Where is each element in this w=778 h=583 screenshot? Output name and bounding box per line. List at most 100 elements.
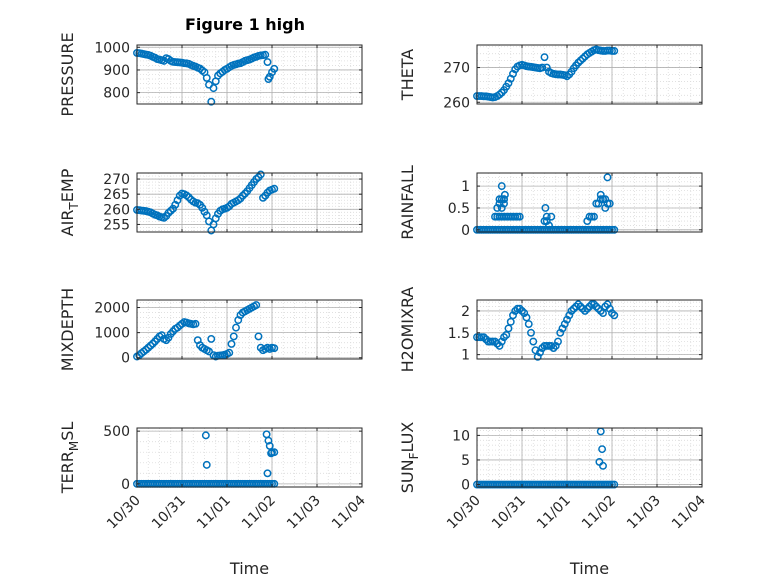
data-point (259, 193, 267, 202)
data-point (164, 208, 173, 217)
data-point (558, 324, 567, 333)
data-point (596, 306, 605, 315)
data-point (201, 431, 210, 440)
data-point (542, 217, 551, 226)
figure-title: Figure 1 high (185, 15, 305, 34)
data-point (605, 304, 614, 313)
data-point (227, 339, 236, 348)
x-tick-label: 11/02 (239, 493, 279, 533)
data-point (173, 323, 182, 332)
data-point (263, 58, 272, 66)
data-point (598, 445, 607, 454)
data-point (191, 319, 200, 328)
y-tick-label: 260 (103, 202, 130, 218)
y-axis-label: H2OMIXRA (398, 287, 417, 373)
subplot-rainfall: 0 0.5 1 RAINFALL (398, 165, 703, 240)
y-tick-label: 0 (121, 351, 130, 367)
x-axis-label: Time (229, 559, 269, 578)
data-point (270, 184, 279, 193)
data-point (497, 337, 506, 346)
data-point (547, 341, 556, 350)
x-tick-label: 10/31 (489, 493, 529, 533)
data-point (565, 311, 574, 320)
y-tick-label: 5 (461, 453, 470, 469)
data-point (538, 63, 547, 72)
data-point (214, 71, 222, 80)
data-point (497, 182, 506, 191)
y-tick-label: 1.5 (448, 326, 470, 342)
data-point (581, 306, 589, 315)
data-point (500, 190, 509, 199)
x-tick-label: 11/03 (624, 493, 664, 533)
data-point (144, 343, 153, 352)
data-point (599, 195, 607, 204)
data-point (567, 306, 576, 315)
data-point (594, 199, 603, 208)
data-point (515, 304, 524, 313)
x-tick-label: 10/31 (149, 493, 189, 533)
data-point (209, 84, 218, 93)
data-point (205, 347, 213, 356)
y-tick-label: 270 (103, 172, 130, 188)
y-tick-label: 10 (452, 428, 470, 444)
data-point (574, 300, 583, 309)
y-tick-label: 0 (461, 223, 470, 239)
data-point (518, 306, 526, 315)
axes-box (476, 299, 703, 360)
data-point (608, 309, 616, 318)
data-point (270, 64, 279, 73)
data-point (495, 341, 504, 350)
data-point (601, 204, 610, 212)
data-point (556, 328, 565, 337)
axes-box (136, 427, 363, 488)
data-point (482, 335, 490, 344)
data-point (533, 352, 542, 361)
data-point (603, 173, 612, 182)
y-axis-label: TERRMSL (58, 422, 81, 495)
data-point (601, 302, 610, 311)
axes-box (476, 172, 703, 233)
subplot-h2omixra: 1 1.5 2 H2OMIXRA (398, 287, 703, 373)
axes-box (136, 299, 363, 360)
data-point (479, 333, 488, 342)
subplot-mixdepth: 0 1000 2000 MIXDEPTH (58, 288, 363, 371)
data-point (527, 328, 535, 337)
data-point (538, 344, 547, 353)
y-tick-label: 270 (443, 61, 470, 77)
data-point (198, 203, 207, 212)
data-point (520, 309, 529, 318)
y-axis-label: SUNFLUX (398, 422, 421, 494)
y-tick-label: 2000 (94, 301, 130, 317)
y-tick-label: 1000 (94, 326, 130, 342)
data-point (529, 337, 538, 346)
y-tick-label: 1 (461, 179, 470, 195)
data-point (590, 212, 598, 221)
data-point (560, 320, 569, 328)
data-point (592, 302, 601, 311)
data-point (142, 345, 150, 354)
data-point (542, 63, 551, 72)
data-point (610, 311, 619, 320)
data-point (493, 204, 502, 212)
data-point (232, 323, 240, 332)
data-point (497, 204, 506, 212)
data-point (583, 304, 592, 313)
data-point (148, 339, 157, 348)
subplot-terr-msl: 0 500 TERRMSL 10/30 10/31 11/01 11/02 11/03 11/0… (58, 422, 369, 578)
data-point (576, 56, 585, 65)
data-point (599, 309, 607, 318)
plot-area (137, 428, 362, 487)
y-tick-label: 900 (103, 63, 130, 79)
x-tick-label: 11/04 (329, 492, 369, 532)
data-point (522, 313, 531, 322)
x-tick-label: 10/30 (104, 493, 144, 533)
data-point (590, 300, 598, 309)
data-point (542, 212, 551, 221)
subplot-theta: 260 270 THETA (398, 44, 703, 111)
data-point (502, 331, 511, 339)
data-point (531, 346, 540, 355)
x-tick-label: 11/01 (534, 493, 574, 533)
y-tick-label: 1000 (94, 40, 130, 56)
data-point (509, 311, 517, 320)
data-point (202, 73, 211, 82)
